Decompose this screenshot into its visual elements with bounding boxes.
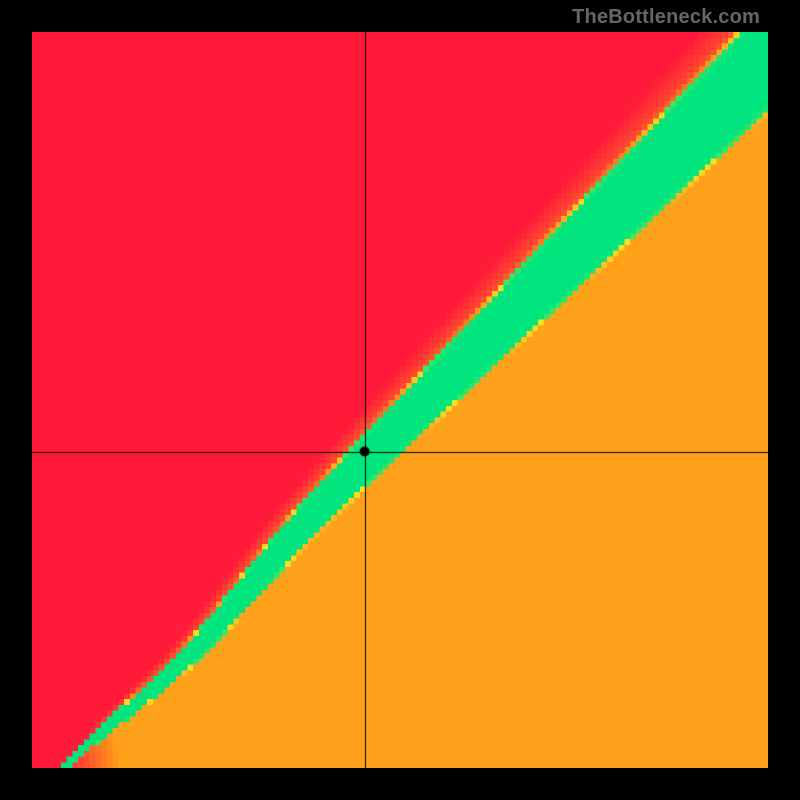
attribution-watermark: TheBottleneck.com [572,6,760,29]
chart-container: TheBottleneck.com [0,0,800,800]
bottleneck-heatmap [32,32,768,768]
